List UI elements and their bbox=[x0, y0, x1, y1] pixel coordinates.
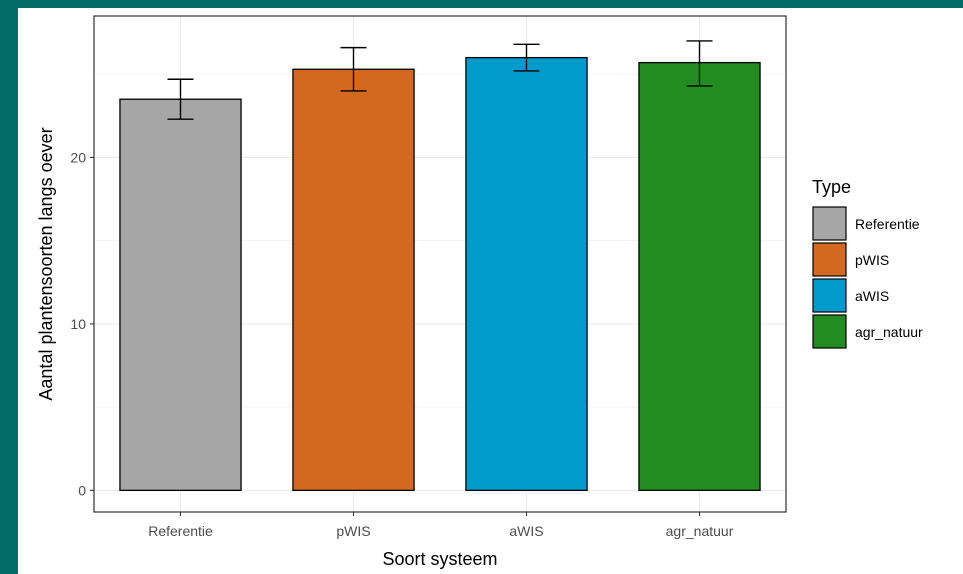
legend-label: pWIS bbox=[855, 252, 889, 268]
error-bars bbox=[167, 40, 713, 120]
x-axis-title: Soort systeem bbox=[382, 549, 497, 569]
legend-label: agr_natuur bbox=[855, 324, 923, 340]
legend-item: agr_natuur bbox=[812, 314, 923, 349]
bar-agr-natuur bbox=[638, 61, 761, 492]
y-tick-label: 10 bbox=[70, 316, 86, 332]
legend-label: Referentie bbox=[855, 216, 920, 232]
x-tick-label: pWIS bbox=[336, 523, 370, 539]
error-bar bbox=[340, 46, 367, 92]
x-tick-label: agr_natuur bbox=[666, 523, 734, 539]
legend-swatch bbox=[812, 206, 847, 241]
legend-title: Type bbox=[812, 177, 851, 197]
y-axis-title: Aantal plantensoorten langs oever bbox=[36, 127, 56, 400]
legend-swatch bbox=[812, 314, 847, 349]
y-tick-label: 20 bbox=[70, 149, 86, 165]
legend-label: aWIS bbox=[855, 288, 889, 304]
y-tick-label: 0 bbox=[78, 482, 86, 498]
legend: Referentie pWIS aWIS agr_natuur bbox=[812, 206, 923, 349]
chart-panel: 0 10 20 Referentie pWIS aWIS agr_natuur Soort … bbox=[18, 8, 963, 574]
bars bbox=[119, 56, 761, 492]
x-tick-label: Referentie bbox=[148, 523, 213, 539]
legend-item: pWIS bbox=[812, 242, 889, 277]
plot-border bbox=[93, 15, 787, 513]
error-bar bbox=[513, 43, 540, 72]
legend-item: Referentie bbox=[812, 206, 920, 241]
legend-swatch bbox=[812, 278, 847, 313]
bar-referentie bbox=[119, 98, 242, 492]
bar-pwis bbox=[292, 68, 415, 492]
error-bar bbox=[167, 78, 194, 120]
x-tick-label: aWIS bbox=[509, 523, 543, 539]
legend-item: aWIS bbox=[812, 278, 889, 313]
error-bar bbox=[686, 40, 713, 87]
bar-awis bbox=[465, 56, 588, 492]
bar-chart: 0 10 20 Referentie pWIS aWIS agr_natuur Soort … bbox=[36, 15, 923, 569]
legend-swatch bbox=[812, 242, 847, 277]
axes: 0 10 20 Referentie pWIS aWIS agr_natuur bbox=[70, 149, 733, 539]
